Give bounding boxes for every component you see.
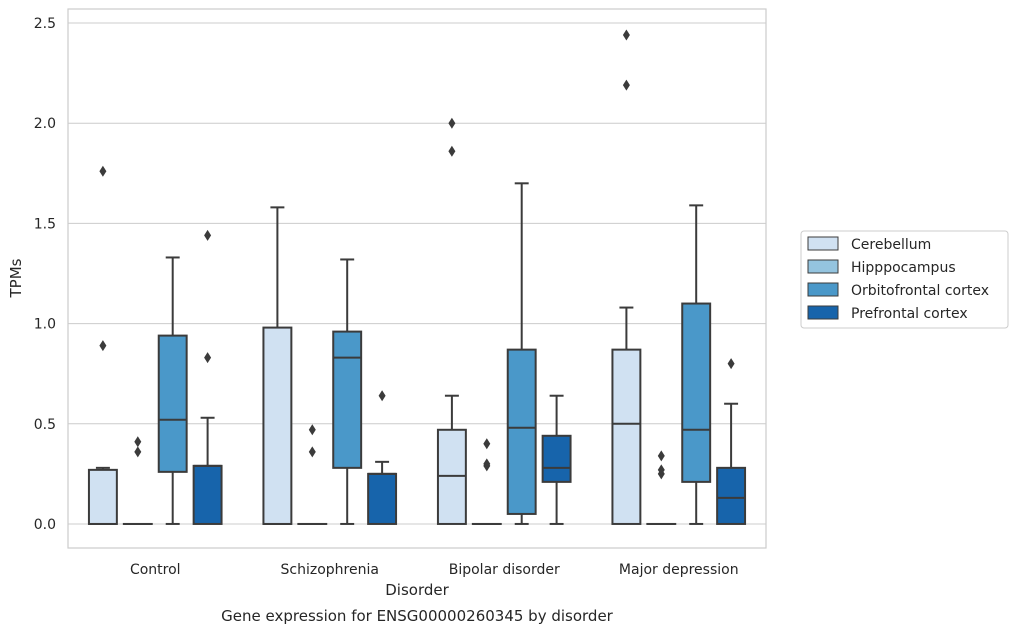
y-tick-label: 0.5	[34, 417, 56, 433]
x-axis-title: Disorder	[385, 581, 449, 599]
y-tick-label: 0.0	[34, 517, 56, 533]
outlier-point	[378, 390, 386, 402]
box-prefrontal-cortex	[716, 358, 747, 525]
box-hipppocampus	[471, 438, 502, 525]
outlier-point	[99, 165, 107, 177]
y-tick-label: 2.5	[34, 16, 56, 32]
box-body	[436, 428, 467, 525]
box-prefrontal-cortex	[541, 394, 572, 525]
plot-frame	[67, 8, 767, 549]
x-tick-label: Major depression	[619, 562, 739, 578]
y-tick-labels: 0.0 0.5 1.0 1.5 2.0 2.5	[34, 16, 56, 533]
legend-label: Cerebellum	[851, 237, 931, 253]
legend-swatch	[807, 259, 839, 274]
box-body	[611, 348, 642, 525]
outlier-point	[657, 464, 665, 476]
legend-swatch	[807, 282, 839, 297]
legend-label: Prefrontal cortex	[851, 306, 968, 322]
y-tick-label: 2.0	[34, 116, 56, 132]
chart-title: Gene expression for ENSG00000260345 by d…	[221, 607, 614, 625]
box-body	[681, 302, 712, 483]
box-body	[192, 464, 223, 525]
box-body	[367, 472, 398, 525]
legend: Cerebellum Hipppocampus Orbitofrontal cort…	[800, 230, 1009, 329]
box-series	[87, 29, 747, 525]
outlier-point	[483, 438, 491, 450]
outlier-point	[204, 352, 212, 364]
x-tick-label: Control	[130, 562, 181, 578]
box-hipppocampus	[297, 424, 328, 525]
x-tick-labels: Control Schizophrenia Bipolar disorder Majo…	[130, 562, 739, 578]
outlier-point	[134, 446, 142, 458]
box-orbitofrontal-cortex	[506, 182, 537, 525]
box-prefrontal-cortex	[367, 390, 398, 525]
box-body	[541, 434, 572, 483]
x-tick-label: Bipolar disorder	[449, 562, 560, 578]
legend-label: Orbitofrontal cortex	[851, 283, 989, 299]
box-cerebellum	[436, 117, 467, 525]
x-tick-label: Schizophrenia	[281, 562, 379, 578]
box-cerebellum	[611, 29, 642, 525]
outlier-point	[448, 145, 456, 157]
outlier-point	[99, 340, 107, 352]
outlier-point	[308, 446, 316, 458]
box-cerebellum	[87, 165, 118, 525]
legend-label: Hipppocampus	[851, 260, 956, 276]
box-prefrontal-cortex	[192, 229, 223, 525]
outlier-point	[134, 436, 142, 448]
box-orbitofrontal-cortex	[681, 204, 712, 525]
box-hipppocampus	[646, 450, 677, 525]
legend-frame	[800, 230, 1009, 329]
outlier-point	[308, 424, 316, 436]
outlier-point	[622, 29, 630, 41]
box-orbitofrontal-cortex	[332, 258, 363, 525]
box-hipppocampus	[122, 436, 153, 525]
box-body	[87, 468, 118, 525]
outlier-point	[622, 79, 630, 91]
box-body	[506, 348, 537, 515]
box-body	[332, 330, 363, 469]
outlier-point	[657, 450, 665, 462]
box-orbitofrontal-cortex	[157, 256, 188, 525]
box-cerebellum	[262, 206, 293, 525]
y-axis-title: TPMs	[7, 258, 25, 298]
box-body	[716, 466, 747, 525]
y-tick-label: 1.0	[34, 317, 56, 333]
outlier-point	[483, 458, 491, 470]
box-body	[157, 334, 188, 473]
box-body	[262, 326, 293, 525]
legend-swatch	[807, 236, 839, 251]
legend-swatch	[807, 305, 839, 320]
y-tick-label: 1.5	[34, 216, 56, 232]
outlier-point	[727, 358, 735, 370]
outlier-point	[448, 117, 456, 129]
outlier-point	[204, 229, 212, 241]
